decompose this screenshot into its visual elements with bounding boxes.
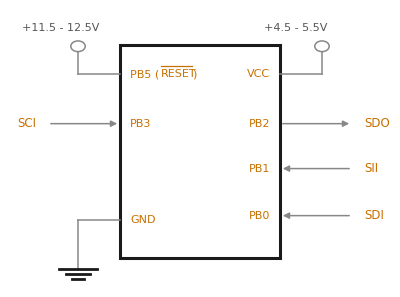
Text: PB5 (: PB5 ( [130,69,159,80]
Text: RESET: RESET [161,69,197,80]
Text: GND: GND [130,215,156,225]
Text: SDI: SDI [364,209,384,222]
Text: PB0: PB0 [249,211,270,221]
Text: ): ) [192,69,196,80]
Text: SDO: SDO [364,117,390,130]
Text: +4.5 - 5.5V: +4.5 - 5.5V [264,23,327,33]
Text: PB3: PB3 [130,119,151,129]
Text: PB1: PB1 [249,164,270,173]
Text: SCI: SCI [17,117,36,130]
Text: VCC: VCC [247,69,270,80]
Bar [120,45,280,258]
Text: PB2: PB2 [248,119,270,129]
Text: SII: SII [364,162,378,175]
Text: +11.5 - 12.5V: +11.5 - 12.5V [22,23,99,33]
